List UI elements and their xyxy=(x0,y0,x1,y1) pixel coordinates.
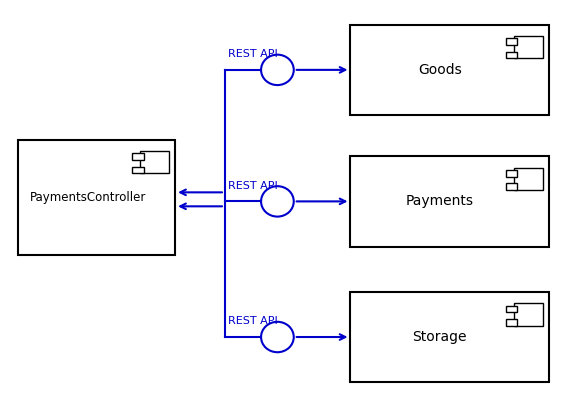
Bar xyxy=(506,38,517,45)
Text: REST API: REST API xyxy=(228,49,277,59)
Bar xyxy=(514,36,543,58)
Bar xyxy=(514,168,543,190)
Text: PaymentsController: PaymentsController xyxy=(30,191,147,204)
Text: Storage: Storage xyxy=(412,330,467,344)
Text: Goods: Goods xyxy=(418,63,461,77)
Text: REST API: REST API xyxy=(228,181,277,191)
Text: Payments: Payments xyxy=(406,194,474,208)
Bar xyxy=(350,156,549,247)
Bar xyxy=(350,25,549,115)
Bar xyxy=(506,319,517,326)
Text: REST API: REST API xyxy=(228,316,277,326)
Bar xyxy=(506,305,517,312)
Bar xyxy=(514,303,543,326)
Bar xyxy=(506,183,517,190)
Bar xyxy=(132,167,144,173)
Bar xyxy=(506,52,517,58)
Bar xyxy=(18,140,175,255)
Bar xyxy=(506,170,517,177)
Bar xyxy=(132,153,144,160)
Bar xyxy=(140,151,169,173)
Bar xyxy=(350,292,549,382)
